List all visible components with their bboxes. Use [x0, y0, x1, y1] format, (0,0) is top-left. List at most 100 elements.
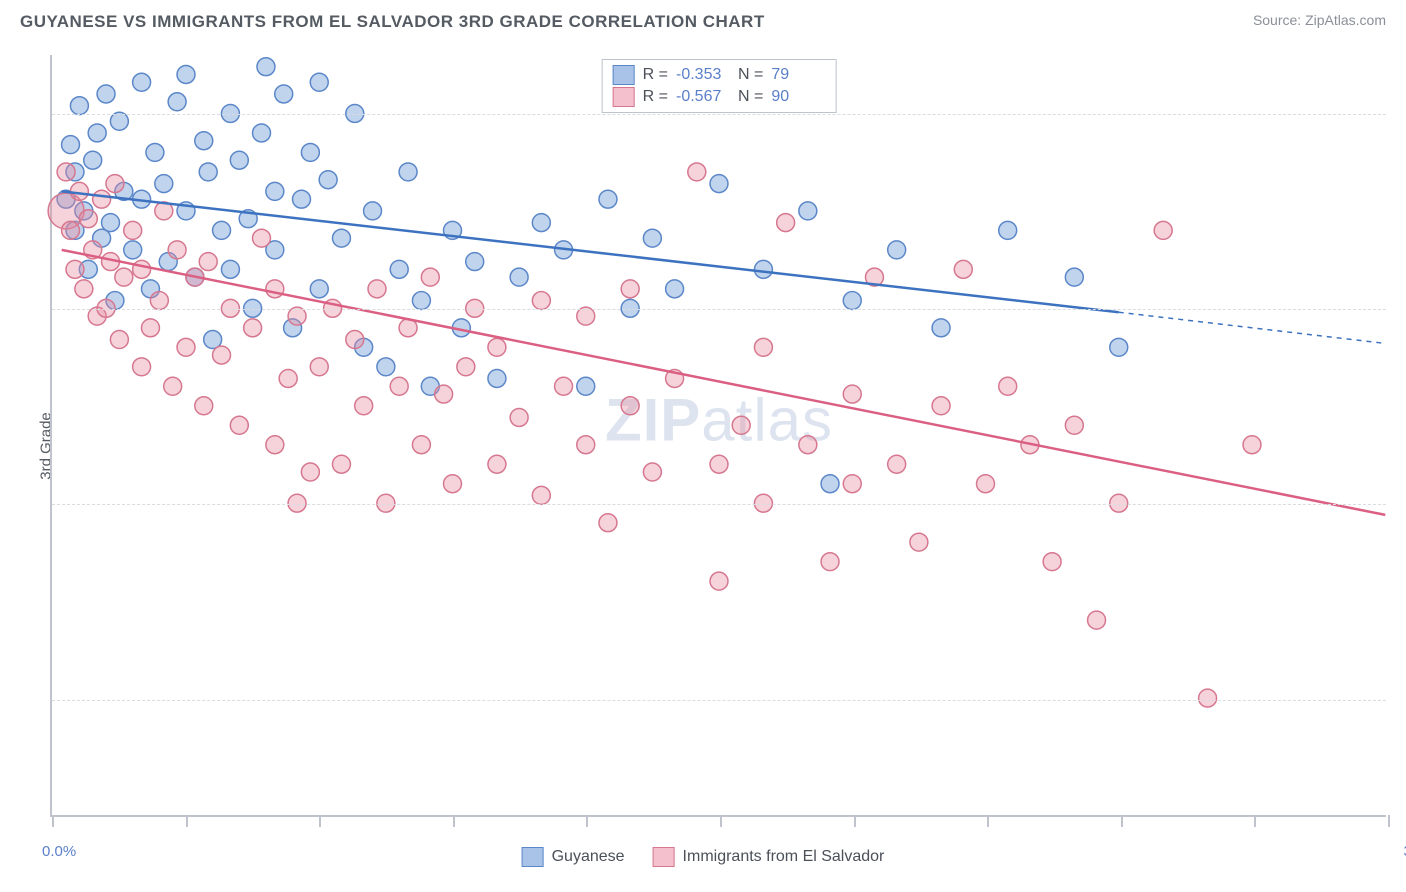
data-point [577, 377, 595, 395]
data-point [79, 210, 97, 228]
data-point [532, 486, 550, 504]
legend-r-label: R = [643, 88, 668, 106]
data-point [177, 338, 195, 356]
legend-series-label: Immigrants from El Salvador [683, 848, 885, 866]
data-point [244, 319, 262, 337]
data-point [93, 190, 111, 208]
y-tick-label: 85.0% [1396, 691, 1406, 708]
data-point [643, 463, 661, 481]
legend-n-label: N = [738, 66, 763, 84]
data-point [710, 175, 728, 193]
gridline-h [52, 309, 1386, 310]
legend-swatch [522, 847, 544, 867]
data-point [310, 280, 328, 298]
data-point [1199, 689, 1217, 707]
data-point [301, 143, 319, 161]
x-tick [1254, 815, 1256, 827]
chart-title: GUYANESE VS IMMIGRANTS FROM EL SALVADOR … [20, 12, 765, 32]
data-point [346, 331, 364, 349]
data-point [799, 202, 817, 220]
legend-r-value: -0.353 [676, 66, 730, 84]
data-point [421, 268, 439, 286]
data-point [221, 260, 239, 278]
data-point [688, 163, 706, 181]
data-point [412, 436, 430, 454]
data-point [555, 377, 573, 395]
x-tick [720, 815, 722, 827]
data-point [999, 221, 1017, 239]
data-point [510, 408, 528, 426]
data-point [399, 163, 417, 181]
data-point [412, 292, 430, 310]
data-point [146, 143, 164, 161]
data-point [195, 132, 213, 150]
data-point [301, 463, 319, 481]
gridline-h [52, 700, 1386, 701]
x-tick [987, 815, 989, 827]
x-tick [1121, 815, 1123, 827]
data-point [266, 280, 284, 298]
legend-swatch [613, 65, 635, 85]
data-point [133, 358, 151, 376]
data-point [1243, 436, 1261, 454]
data-point [732, 416, 750, 434]
data-point [310, 358, 328, 376]
data-point [84, 151, 102, 169]
data-point [150, 292, 168, 310]
data-point [57, 163, 75, 181]
data-point [1043, 553, 1061, 571]
data-point [666, 280, 684, 298]
data-point [599, 514, 617, 532]
data-point [754, 338, 772, 356]
gridline-h [52, 114, 1386, 115]
plot-area: ZIPatlas R =-0.353N =79R =-0.567N =90 85… [50, 55, 1386, 817]
data-point [70, 182, 88, 200]
legend-swatch [653, 847, 675, 867]
data-point [932, 397, 950, 415]
data-point [62, 136, 80, 154]
legend-series-item: Guyanese [522, 847, 625, 867]
gridline-h [52, 504, 1386, 505]
x-tick [186, 815, 188, 827]
data-point [124, 241, 142, 259]
data-point [310, 73, 328, 91]
data-point [75, 280, 93, 298]
data-point [888, 241, 906, 259]
data-point [621, 397, 639, 415]
data-point [279, 370, 297, 388]
data-point [754, 494, 772, 512]
data-point [377, 494, 395, 512]
data-point [70, 97, 88, 115]
x-tick [586, 815, 588, 827]
data-point [368, 280, 386, 298]
data-point [1110, 494, 1128, 512]
x-tick-label-left: 0.0% [42, 843, 76, 860]
data-point [155, 175, 173, 193]
data-point [821, 553, 839, 571]
data-point [97, 85, 115, 103]
data-point [488, 455, 506, 473]
legend-series-label: Guyanese [552, 848, 625, 866]
data-point [843, 292, 861, 310]
data-point [88, 124, 106, 142]
data-point [843, 385, 861, 403]
legend-r-value: -0.567 [676, 88, 730, 106]
data-point [364, 202, 382, 220]
data-point [754, 260, 772, 278]
data-point [124, 221, 142, 239]
legend-correlation-row: R =-0.567N =90 [613, 86, 826, 108]
data-point [843, 475, 861, 493]
legend-n-value: 90 [771, 88, 825, 106]
x-tick [854, 815, 856, 827]
data-point [1088, 611, 1106, 629]
data-point [532, 292, 550, 310]
data-point [457, 358, 475, 376]
data-point [257, 58, 275, 76]
data-point [1065, 268, 1083, 286]
data-point [115, 268, 133, 286]
legend-swatch [613, 87, 635, 107]
legend-n-value: 79 [771, 66, 825, 84]
data-point [288, 494, 306, 512]
data-point [577, 436, 595, 454]
data-point [253, 229, 271, 247]
